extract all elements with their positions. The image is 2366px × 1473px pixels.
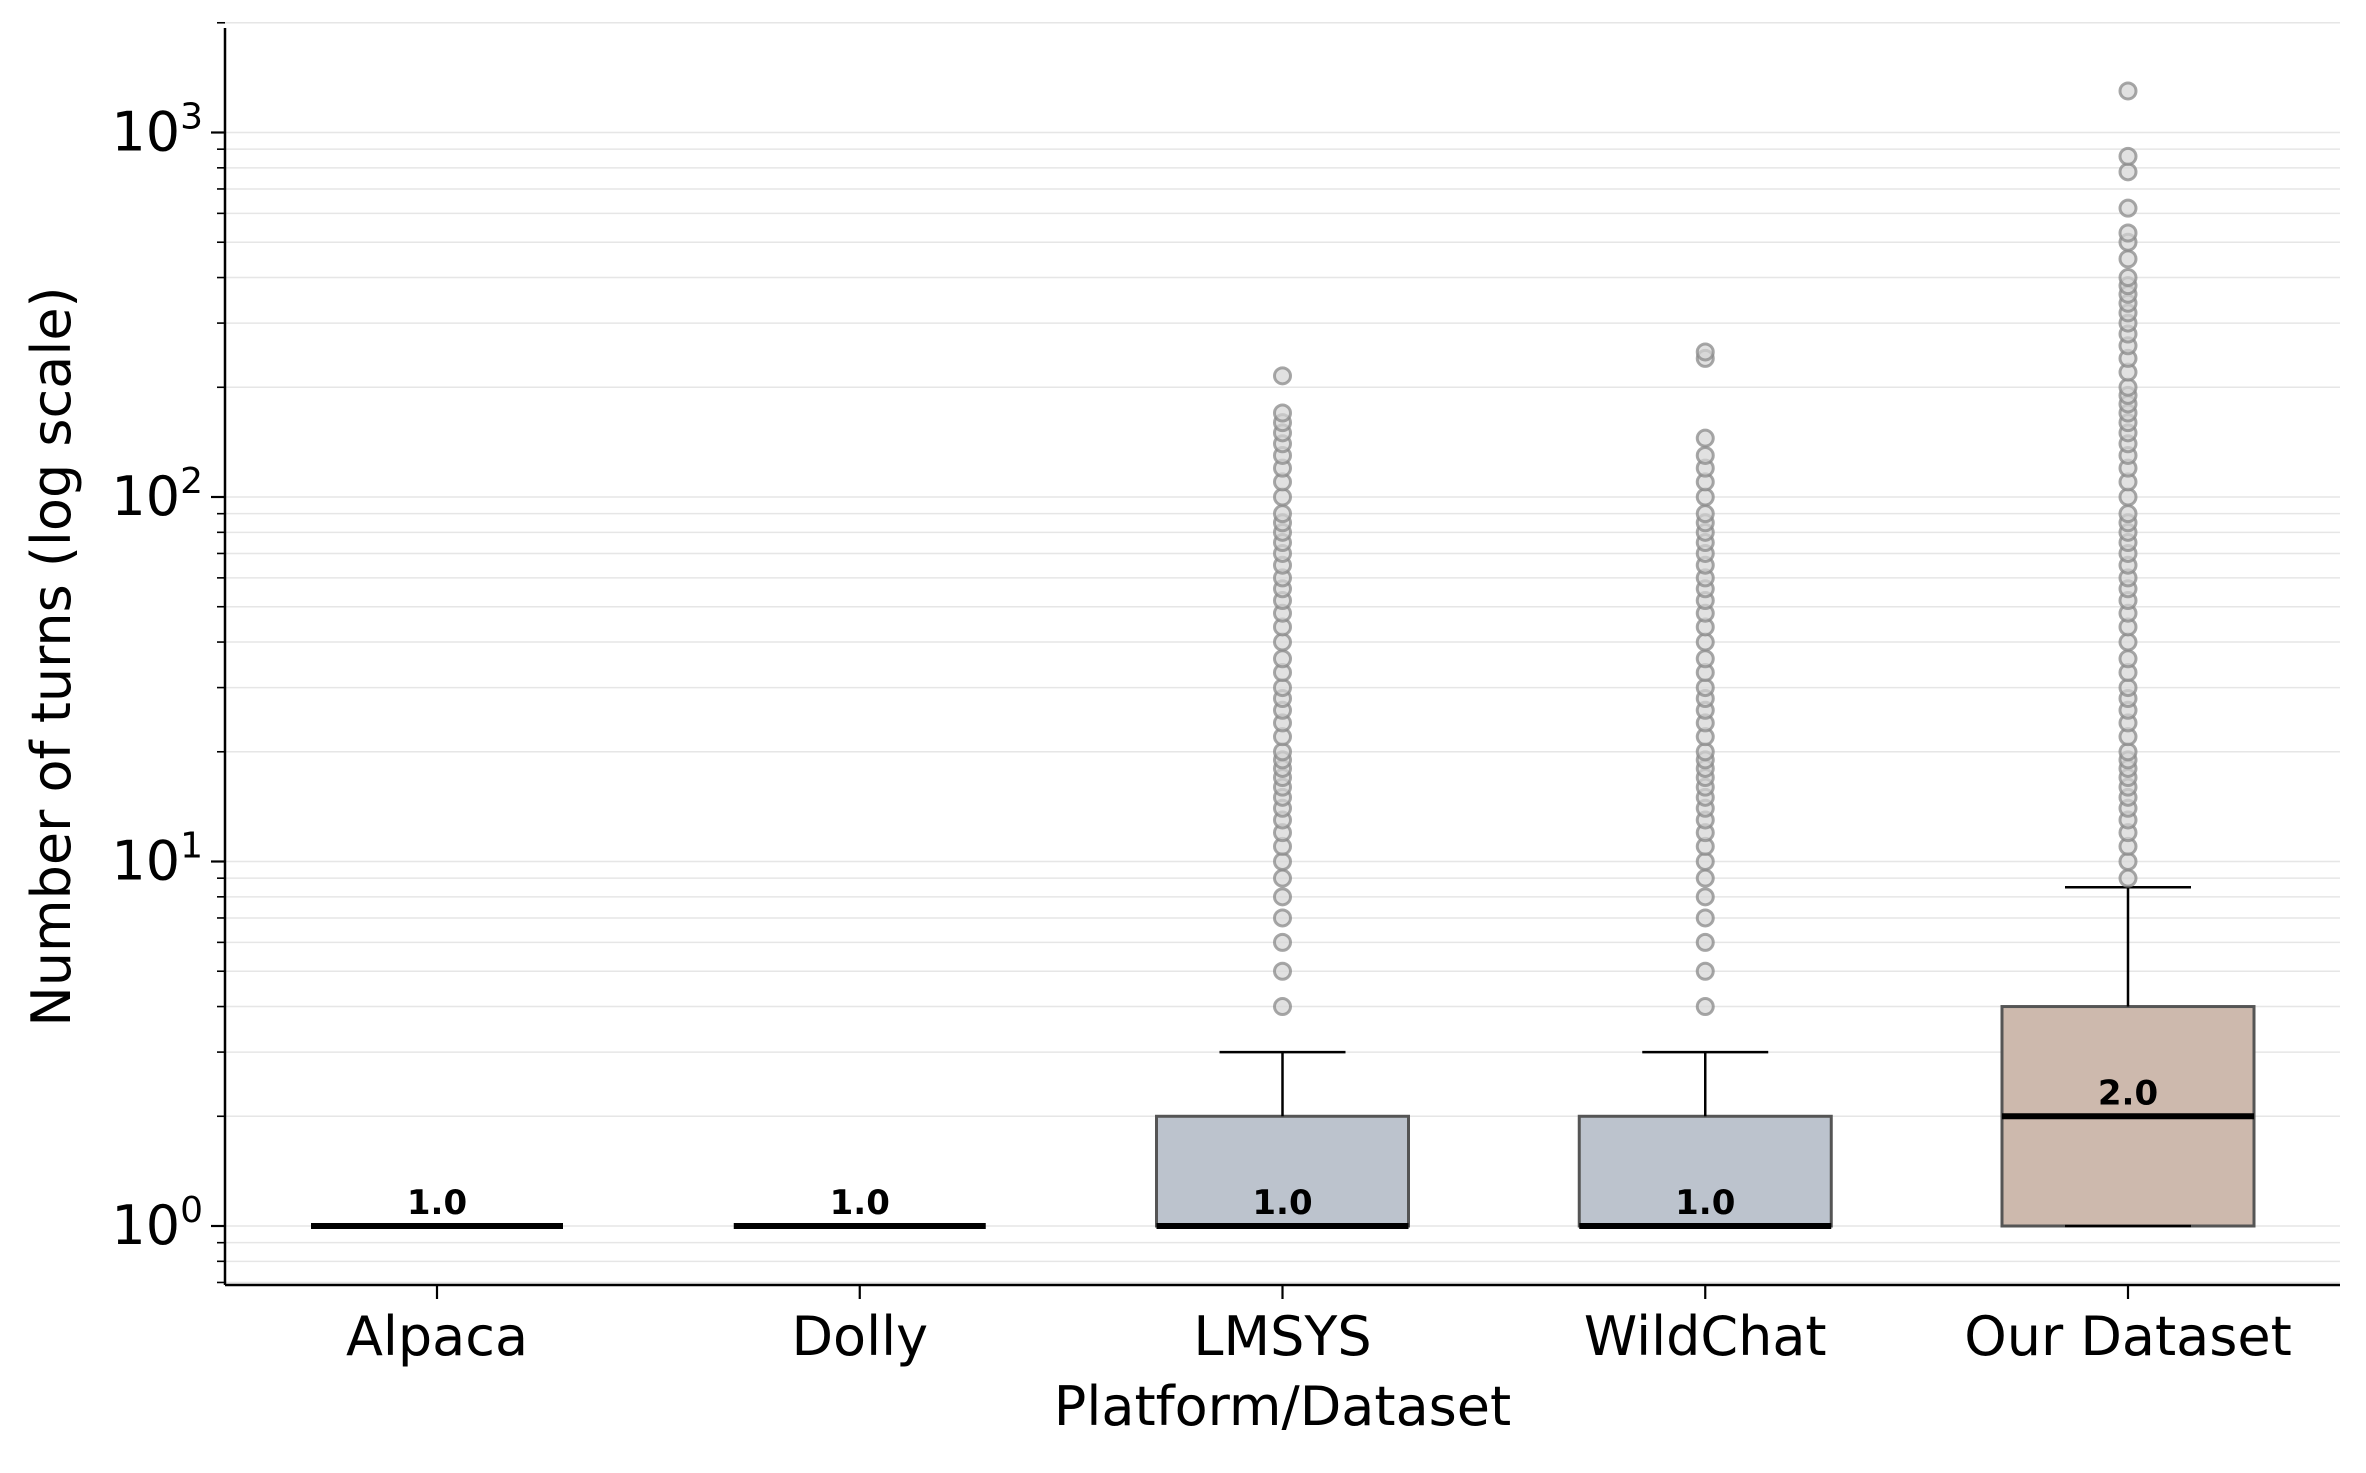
y-tick-label: 102 — [111, 461, 203, 528]
y-tick-label: 100 — [111, 1190, 203, 1257]
outlier-point — [2118, 504, 2138, 524]
outlier-point — [1273, 887, 1292, 907]
tick-layer: 100 101 102 103 Alpaca Dolly LMSYS WildChat Our … — [111, 21, 2292, 1368]
outlier-point — [2118, 268, 2138, 288]
x-tick-label: Alpaca — [346, 1305, 528, 1368]
outlier-point — [1695, 428, 1715, 448]
y-tick-label: 101 — [111, 826, 203, 893]
outlier-point — [1273, 961, 1292, 981]
outlier-point — [1695, 504, 1715, 524]
outlier-point — [2118, 249, 2138, 269]
box-body — [1577, 1114, 1833, 1228]
outlier-point — [2118, 649, 2138, 669]
median-label: 1.0 — [407, 1183, 467, 1223]
median-label: 1.0 — [1675, 1183, 1735, 1223]
outlier-point — [2118, 223, 2138, 243]
outlier-point — [1695, 649, 1715, 669]
box-layer: 1.0 1.0 1.0 1.0 2.0 — [311, 885, 2256, 1229]
outlier-point — [1273, 366, 1292, 386]
outlier-point — [1695, 445, 1715, 465]
outlier-layer — [1273, 81, 2138, 1017]
x-tick-label: Dolly — [791, 1305, 928, 1368]
outlier-point — [1695, 997, 1715, 1017]
outlier-point — [2118, 162, 2138, 182]
outlier-point — [1273, 868, 1292, 888]
outlier-point — [1273, 403, 1292, 423]
outlier-point — [2118, 868, 2138, 888]
outlier-point — [1695, 932, 1715, 952]
x-tick-label: WildChat — [1584, 1305, 1827, 1368]
outlier-point — [1273, 908, 1292, 928]
median-label: 1.0 — [1252, 1183, 1312, 1223]
median-label: 1.0 — [830, 1183, 890, 1223]
x-axis-label: Platform/Dataset — [1054, 1375, 1511, 1438]
y-tick-label: 103 — [111, 97, 203, 164]
x-tick-label: LMSYS — [1193, 1305, 1371, 1368]
outlier-point — [1273, 649, 1292, 669]
outlier-point — [1273, 997, 1292, 1017]
outlier-point — [2118, 81, 2138, 101]
x-tick-label: Our Dataset — [1964, 1305, 2292, 1368]
outlier-point — [2118, 146, 2138, 166]
box-body — [1155, 1114, 1410, 1228]
outlier-point — [1273, 932, 1292, 952]
median-label: 2.0 — [2098, 1073, 2158, 1113]
y-axis-label: Number of turns (log scale) — [20, 286, 83, 1026]
outlier-point — [2118, 198, 2138, 218]
outlier-point — [1695, 342, 1715, 362]
outlier-point — [1695, 868, 1715, 888]
outlier-point — [1695, 961, 1715, 981]
outlier-point — [1273, 504, 1292, 524]
outlier-point — [1695, 908, 1715, 928]
outlier-point — [1695, 887, 1715, 907]
